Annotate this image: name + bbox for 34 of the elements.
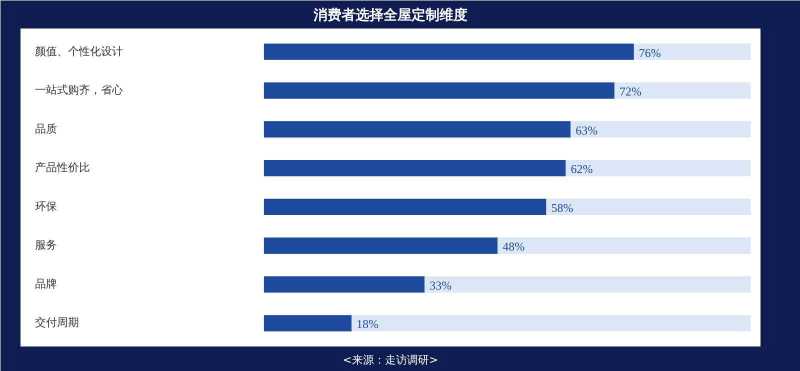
bar — [566, 160, 751, 176]
bar — [570, 121, 751, 138]
bar — [264, 315, 352, 332]
text: <来源：走访调研> — [342, 354, 438, 366]
y-tick-label: 交付周期 — [35, 316, 80, 330]
bar — [264, 198, 546, 216]
bar — [498, 238, 751, 254]
y-tick-label: 一站式购齐，省心 — [35, 84, 124, 97]
data-label: 48% — [502, 240, 525, 254]
y-tick-label: 服务 — [35, 240, 58, 252]
bar — [264, 121, 571, 138]
bar — [264, 276, 425, 293]
bar — [424, 276, 751, 293]
bar — [264, 160, 566, 176]
data-label: 76% — [638, 46, 661, 60]
bar — [264, 238, 498, 254]
bar — [546, 198, 751, 216]
bar — [264, 82, 614, 99]
y-tick-label: 品质 — [35, 122, 58, 136]
y-tick-label: 环保 — [35, 200, 58, 213]
bar — [352, 315, 751, 332]
y-tick-label: 品牌 — [35, 278, 58, 290]
bar — [264, 44, 634, 60]
chart-title: 消费者选择全屋定制维度 — [312, 6, 468, 24]
data-label: 72% — [619, 84, 642, 99]
y-tick-label: 产品性价比 — [35, 161, 90, 174]
data-label: 33% — [430, 278, 452, 292]
bar — [634, 44, 751, 60]
data-label: 62% — [570, 162, 593, 176]
data-label: 63% — [576, 123, 598, 138]
bar — [614, 82, 751, 99]
data-label: 18% — [356, 317, 379, 332]
data-label: 58% — [551, 200, 574, 215]
y-tick-label: 颜值、个性化设计 — [35, 44, 124, 58]
